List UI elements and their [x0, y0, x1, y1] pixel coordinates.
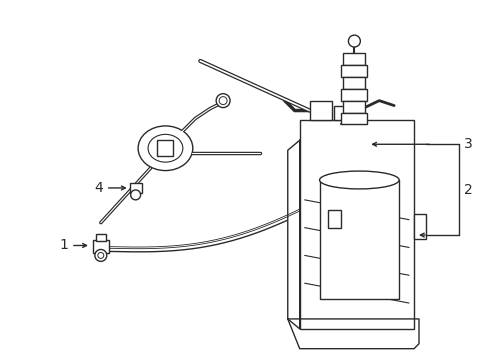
Bar	[93, 239, 109, 253]
Circle shape	[216, 94, 230, 108]
Bar	[130, 183, 142, 193]
Circle shape	[219, 96, 227, 105]
Ellipse shape	[138, 126, 193, 171]
Bar	[327, 210, 342, 228]
Ellipse shape	[319, 171, 399, 189]
Bar	[335, 105, 354, 121]
Bar	[310, 100, 332, 121]
Text: 4: 4	[94, 181, 103, 195]
Bar	[342, 89, 368, 100]
Bar	[300, 121, 414, 329]
Text: 3: 3	[464, 137, 472, 151]
Polygon shape	[288, 319, 419, 349]
Ellipse shape	[148, 134, 183, 162]
Bar	[343, 100, 366, 113]
Bar	[343, 53, 366, 65]
Circle shape	[348, 35, 360, 47]
Bar	[157, 140, 173, 156]
Bar	[414, 214, 426, 239]
Bar	[319, 180, 399, 299]
Bar	[343, 77, 366, 89]
Bar	[342, 113, 368, 125]
Text: 2: 2	[464, 183, 472, 197]
Circle shape	[98, 252, 104, 258]
Circle shape	[131, 190, 141, 200]
Polygon shape	[288, 140, 300, 329]
Bar	[96, 234, 106, 240]
Bar	[342, 65, 368, 77]
Text: 1: 1	[59, 238, 68, 252]
Circle shape	[95, 249, 107, 261]
